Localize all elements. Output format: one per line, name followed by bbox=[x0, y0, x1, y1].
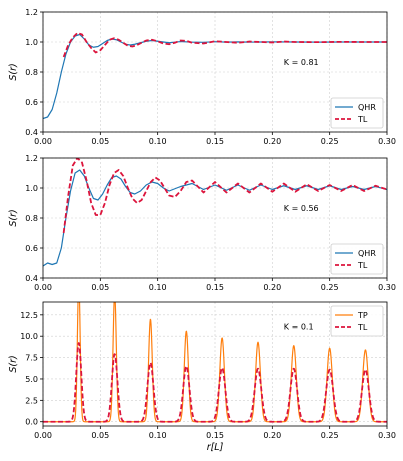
x-tick-label: 0.00 bbox=[34, 137, 52, 146]
x-tick-label: 0.00 bbox=[34, 283, 52, 292]
x-tick-label: 0.00 bbox=[34, 431, 52, 440]
x-tick-label: 0.05 bbox=[91, 283, 109, 292]
legend-label-qhr: QHR bbox=[358, 103, 376, 112]
x-tick-label: 0.10 bbox=[149, 137, 167, 146]
y-tick-label: 7.5 bbox=[25, 354, 38, 363]
y-tick-label: 1.0 bbox=[25, 184, 38, 193]
x-tick-label: 0.30 bbox=[378, 137, 396, 146]
legend-box bbox=[330, 243, 384, 275]
x-tick-label: 0.05 bbox=[91, 137, 109, 146]
x-tick-label: 0.20 bbox=[263, 137, 281, 146]
chart-panel-2: 0.00 0.05 0.10 0.15 0.20 0.25 0.30 0.4 0.6 0.8 1.0… bbox=[8, 154, 396, 292]
series-line-qhr bbox=[43, 169, 387, 267]
k-annotation: K = 0.1 bbox=[284, 322, 314, 331]
series-line-tl bbox=[43, 342, 387, 423]
x-tick-label: 0.20 bbox=[263, 431, 281, 440]
y-tick-label: 1.2 bbox=[25, 8, 38, 17]
y-tick-label: 0.8 bbox=[25, 214, 38, 223]
legend: QHR TL bbox=[330, 97, 384, 129]
y-tick-label: 0.6 bbox=[25, 244, 38, 253]
legend-box bbox=[330, 305, 384, 337]
legend-label-tl: TL bbox=[357, 261, 368, 270]
chart-panel-3: 0.00 0.05 0.10 0.15 0.20 0.25 0.30 0.0 2.5 5.0 7.5… bbox=[8, 301, 396, 453]
y-axis-label: S(r) bbox=[8, 209, 19, 226]
y-tick-label: 1.0 bbox=[25, 38, 38, 47]
plot-frame bbox=[42, 157, 388, 279]
x-tick-label: 0.10 bbox=[149, 283, 167, 292]
y-tick-label: 0.4 bbox=[25, 274, 38, 283]
x-tick-label: 0.25 bbox=[321, 137, 339, 146]
x-tick-label: 0.30 bbox=[378, 283, 396, 292]
y-tick-label: 0.6 bbox=[25, 98, 38, 107]
plot-frame bbox=[42, 301, 388, 427]
y-tick-label: 10.0 bbox=[20, 332, 38, 341]
y-tick-label: 0.4 bbox=[25, 128, 38, 137]
x-tick-label: 0.15 bbox=[206, 137, 224, 146]
legend: TP TL bbox=[330, 305, 384, 337]
y-tick-label: 0.0 bbox=[25, 418, 38, 427]
x-tick-label: 0.25 bbox=[321, 431, 339, 440]
y-axis-label: S(r) bbox=[8, 63, 19, 80]
legend-label-qhr: QHR bbox=[358, 249, 376, 258]
y-tick-label: 5.0 bbox=[25, 375, 38, 384]
legend-label-tl: TL bbox=[357, 323, 368, 332]
y-tick-label: 0.8 bbox=[25, 68, 38, 77]
legend-label-tl: TL bbox=[357, 115, 368, 124]
x-tick-label: 0.05 bbox=[91, 431, 109, 440]
x-axis-label: r[L] bbox=[207, 442, 224, 453]
legend: QHR TL bbox=[330, 243, 384, 275]
series-line-tl bbox=[62, 32, 387, 58]
chart-panel-1: 0.00 0.05 0.10 0.15 0.20 0.25 0.30 0.4 0.6 0.8 1.0… bbox=[8, 8, 396, 146]
x-tick-label: 0.20 bbox=[263, 283, 281, 292]
x-tick-label: 0.15 bbox=[206, 431, 224, 440]
x-tick-label: 0.30 bbox=[378, 431, 396, 440]
legend-box bbox=[330, 97, 384, 129]
y-tick-label: 2.5 bbox=[25, 396, 38, 405]
series-line-tl bbox=[62, 158, 387, 234]
plot-frame bbox=[42, 11, 388, 133]
y-tick-label: 12.5 bbox=[20, 311, 38, 320]
x-tick-label: 0.10 bbox=[149, 431, 167, 440]
k-annotation: K = 0.56 bbox=[284, 204, 319, 213]
x-tick-label: 0.25 bbox=[321, 283, 339, 292]
y-axis-label: S(r) bbox=[8, 355, 19, 372]
y-tick-label: 1.2 bbox=[25, 154, 38, 163]
legend-label-tp: TP bbox=[357, 311, 368, 320]
x-tick-label: 0.15 bbox=[206, 283, 224, 292]
k-annotation: K = 0.81 bbox=[284, 58, 319, 67]
